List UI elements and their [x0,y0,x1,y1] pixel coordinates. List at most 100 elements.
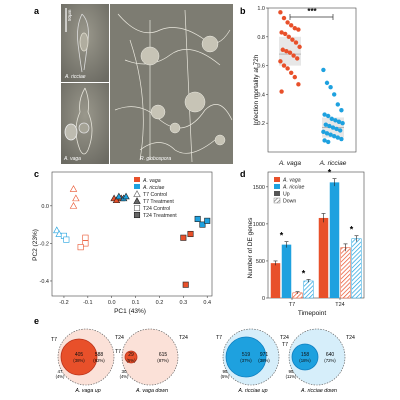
venn-vaga-down: T7 T24 29(5%) 615(87%) 30(4%) A. vaga down [115,328,188,394]
panel-d-ylabel: Number of DE genes [247,217,254,278]
point-vaga [284,49,289,54]
panel-c-xtick-label: 0.2 [156,300,164,306]
legend-swatch-ricciae [134,184,140,189]
point-ricciae [324,131,330,136]
point-vaga [295,56,300,61]
panel-b-ytick-label: 0.6 [257,64,265,70]
significance-star: * [350,225,354,235]
venn-outer-pct: (62%) [93,358,105,363]
venn-only-pct: (4%) [56,374,65,379]
panel-c-xtick-label: -0.1 [83,300,92,306]
pca-point-ricciae [204,217,211,224]
legend-label: A. vaga [282,178,301,184]
significance-star: * [302,268,306,278]
point-ricciae [332,92,337,97]
point-vaga [285,20,290,25]
venn-outer-pct: (38%) [258,358,270,363]
pca-point-vaga [69,185,78,192]
panel-c-axes: -0.2 -0.1 0.0 0.1 0.2 0.3 0.4 -0.4 -0.2 0.0 [40,171,213,306]
panel-c-xtick-label: 0.1 [132,300,140,306]
pca-point-vaga [187,230,194,238]
pca-point-ricciae [194,215,201,222]
label-a-vaga: A. vaga [63,156,81,162]
panel-letter-a: a [34,6,40,16]
legend-marker [133,190,141,197]
venn-t24-label: T24 [280,335,289,341]
panel-d-ytick-label: 1000 [253,222,265,228]
point-ricciae [326,139,331,145]
legend-label: Up [283,192,290,198]
panel-letter-e: e [34,316,39,326]
point-vaga [283,31,288,37]
pca-point-ricciae [63,236,70,243]
venn-inner-pct: (38%) [73,358,85,363]
pca-point-vaga [77,244,84,251]
point-vaga [289,23,294,28]
venn-only-count: 30 [121,369,127,374]
panel-d-ytick-label: 500 [256,259,265,265]
panel-c-ytick-label: -0.2 [40,241,49,247]
point-vaga [285,66,290,71]
point-ricciae [326,113,331,119]
panel-d-xlabel: Timepoint [298,310,326,317]
point-ricciae [323,122,328,127]
panel-b-ylabel: Infection mortality at 72h [253,54,260,125]
pca-point-vaga [182,281,189,288]
scale-bar-label: 50µm [67,9,72,21]
venn-outer-count: 640 [326,352,335,358]
legend-swatch [273,197,281,204]
panel-c-xtick-label: -0.2 [59,300,68,306]
panel-c: c -0.2 -0.1 0.0 0.1 0.2 0.3 0.4 -0.4 -0.2 0.0 PC1… [32,169,213,315]
venn-t7-circle [225,336,267,378]
point-vaga [279,30,284,35]
legend-label: Down [283,199,296,205]
bar-ricciae-down [351,238,362,299]
panel-c-ylabel: PC2 (23%) [32,229,39,261]
legend-label: T7 Treatment [143,199,174,205]
panel-d: d 0 500 1000 1500 T7 T24 * * * * Timepoint Numbe… [240,168,365,317]
point-ricciae [334,126,339,132]
venn-inner-pct: (37%) [240,358,252,363]
pca-point-ricciae [55,230,63,237]
point-vaga [278,10,283,15]
pca-point-vaga [112,196,121,204]
point-ricciae [328,85,333,90]
venn-inner-pct: (5%) [126,358,136,363]
bar-vaga-up [318,217,329,298]
panel-letter-c: c [34,169,39,179]
venn-outer-pct: (72%) [324,358,336,363]
point-vaga [297,44,302,50]
legend-label-ricciae: A. ricciae [142,185,164,191]
point-vaga [280,47,285,52]
pca-point-vaga [69,202,78,209]
point-vaga [287,50,293,55]
panel-b-ytick-label: 0.8 [257,35,265,41]
significance-star: * [328,168,332,178]
point-vaga [291,53,296,58]
point-ricciae [329,116,334,122]
venn-inner-count: 29 [128,352,134,358]
point-vaga [292,74,297,80]
venn-t7-label: T7 [216,335,222,341]
venn-caption: A. vaga up [74,388,100,394]
point-vaga [296,27,301,32]
venn-t24-label: T24 [346,335,355,341]
panel-b-xtick-vaga: A. vaga [278,160,301,167]
bar-ricciae-down [303,280,314,299]
venn-outer-count: 615 [159,352,168,358]
venn-caption: A. vaga down [135,388,168,394]
panel-d-xtick-label: T24 [335,302,344,308]
bar-vaga-up [270,263,281,298]
point-vaga [292,25,297,31]
legend-marker [133,197,141,204]
venn-outer-pct: (87%) [157,358,169,363]
point-ricciae [339,108,344,113]
panel-b-marks [278,10,345,145]
venn-vaga-up: T7 T24 405(38%) 588(62%) 47(4%) A. vaga up [51,328,124,394]
venn-t24-label: T24 [179,335,188,341]
legend-swatch-vaga [134,177,140,182]
point-ricciae [340,121,345,126]
